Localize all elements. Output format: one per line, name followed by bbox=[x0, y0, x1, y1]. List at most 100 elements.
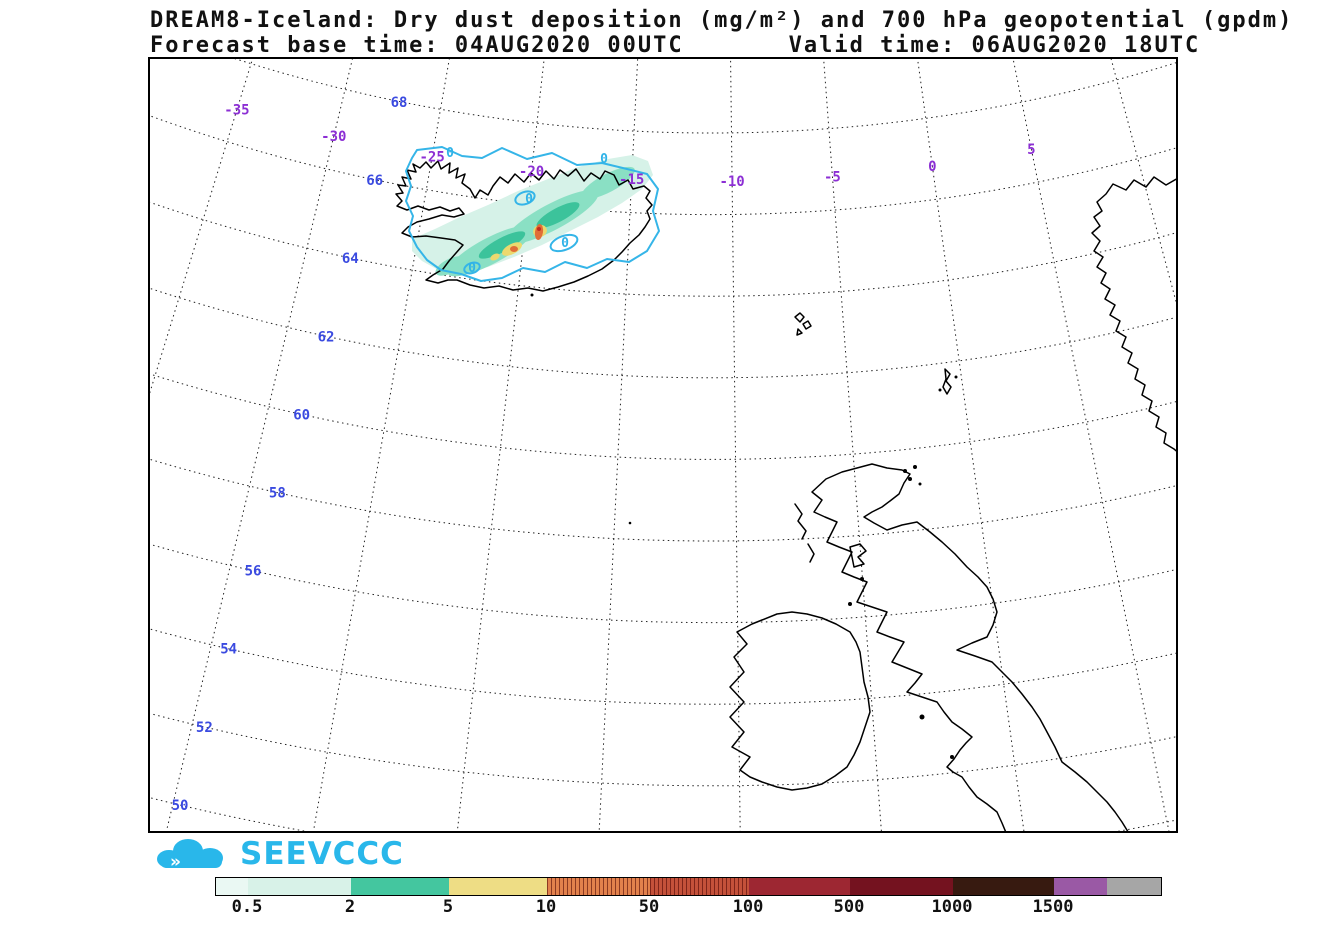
legend-tick-label: 10 bbox=[535, 897, 557, 917]
great-britain-coastline bbox=[811, 463, 1129, 831]
latitude-gridline bbox=[150, 543, 1176, 623]
legend-tick-label: 2 bbox=[344, 897, 356, 917]
shetland-islands bbox=[938, 368, 958, 395]
latitude-label: 64 bbox=[342, 251, 359, 267]
legend-color-segment bbox=[1054, 878, 1107, 895]
dust-contour-value-label: 0 bbox=[525, 192, 533, 207]
dust-area-10 bbox=[490, 253, 500, 261]
orkney-islands bbox=[903, 465, 922, 486]
legend-tick-label: 5 bbox=[442, 897, 454, 917]
legend-tick-label: 500 bbox=[833, 897, 865, 917]
deposition-legend-colorbar bbox=[215, 877, 1162, 896]
chart-subtitle: Forecast base time: 04AUG2020 00UTC Vali… bbox=[150, 33, 1200, 58]
legend-color-segment bbox=[547, 878, 650, 895]
latitude-label: 62 bbox=[318, 329, 335, 345]
legend-tick-label: 100 bbox=[732, 897, 764, 917]
dust-area-50 bbox=[534, 224, 544, 240]
legend-color-segment bbox=[1107, 878, 1161, 895]
dust-contour-inner bbox=[514, 190, 536, 206]
svg-text:»: » bbox=[170, 852, 181, 872]
longitude-label: -20 bbox=[519, 164, 544, 180]
legend-tick-label: 1500 bbox=[1032, 897, 1074, 917]
dust-contour-value-label: 0 bbox=[468, 261, 476, 276]
longitude-label: -10 bbox=[719, 174, 744, 190]
longitude-gridline bbox=[823, 59, 882, 831]
dust-area-100 bbox=[537, 227, 541, 231]
longitude-label: -15 bbox=[619, 172, 644, 188]
st-kilda-island bbox=[628, 521, 632, 525]
deposition-legend-ticks: 0.5 2 5 10 50 100 500 1000 1500 bbox=[215, 897, 1160, 919]
seevccc-logo: » SEEVCCC bbox=[150, 836, 404, 872]
dust-contour-inner bbox=[549, 233, 579, 253]
longitude-gridline bbox=[312, 59, 450, 831]
map-frame: 68 66 64 62 60 58 56 54 52 50 -35 -30 -25 -20 -15 -10 -5… bbox=[148, 57, 1178, 833]
legend-color-segment bbox=[216, 878, 248, 895]
latitude-label: 66 bbox=[366, 173, 383, 189]
latitude-gridline bbox=[150, 458, 1176, 541]
longitude-gridline bbox=[150, 59, 254, 394]
dust-area-50 bbox=[510, 246, 518, 252]
norway-coastline bbox=[1091, 176, 1176, 452]
longitude-label: 5 bbox=[1027, 142, 1035, 158]
anglesey-island bbox=[950, 755, 954, 759]
latitude-label: 54 bbox=[220, 642, 237, 658]
longitude-label: -5 bbox=[824, 170, 841, 186]
westman-islands bbox=[530, 293, 534, 297]
latitude-label: 50 bbox=[172, 798, 189, 814]
latitude-label: 60 bbox=[293, 407, 310, 423]
longitude-label: 0 bbox=[928, 159, 936, 175]
contour-labels: 0 0 0 0 0 bbox=[446, 146, 608, 276]
coastlines bbox=[395, 160, 1176, 831]
dust-area-5 bbox=[478, 231, 526, 259]
longitude-label: -30 bbox=[321, 129, 346, 145]
longitude-label: -25 bbox=[420, 150, 445, 166]
dust-contour-outline bbox=[405, 146, 660, 282]
seevccc-logo-text: SEEVCCC bbox=[240, 836, 404, 872]
longitude-gridline bbox=[165, 59, 353, 831]
dust-area-2 bbox=[581, 166, 635, 200]
dust-contour-layer bbox=[405, 146, 660, 282]
cloud-logo-icon: » bbox=[157, 839, 223, 872]
ireland-coastline bbox=[729, 611, 871, 791]
dust-area-5 bbox=[536, 202, 580, 228]
latitude-gridline bbox=[150, 796, 1176, 831]
latitude-gridline bbox=[150, 114, 1176, 215]
latitude-gridline bbox=[150, 628, 1176, 705]
legend-color-segment bbox=[953, 878, 1054, 895]
latitude-gridline bbox=[150, 372, 1176, 460]
latitude-label: 68 bbox=[391, 95, 408, 111]
latitude-gridline bbox=[235, 59, 1176, 134]
legend-color-segment bbox=[351, 878, 449, 895]
legend-tick-label: 1000 bbox=[931, 897, 973, 917]
legend-color-segment bbox=[449, 878, 547, 895]
longitude-label: -35 bbox=[224, 103, 249, 119]
hebrides-islands bbox=[794, 503, 867, 606]
dust-contour-value-label: 0 bbox=[446, 146, 454, 161]
graticule bbox=[150, 59, 1176, 831]
latitude-label: 52 bbox=[196, 720, 213, 736]
legend-tick-label: 0.5 bbox=[231, 897, 263, 917]
dust-contour-inner bbox=[463, 261, 481, 275]
dust-contour-value-label: 0 bbox=[600, 152, 608, 167]
latitude-label: 58 bbox=[269, 486, 286, 502]
legend-color-segment bbox=[749, 878, 850, 895]
isle-of-man bbox=[919, 714, 925, 720]
legend-tick-label: 50 bbox=[638, 897, 660, 917]
longitude-gridline bbox=[917, 59, 1025, 831]
legend-color-segment bbox=[650, 878, 749, 895]
iceland-coastline bbox=[395, 160, 653, 292]
latitude-label: 56 bbox=[245, 564, 262, 580]
longitude-gridline bbox=[730, 59, 741, 831]
latitude-gridline bbox=[150, 287, 1176, 378]
chart-title: DREAM8-Iceland: Dry dust deposition (mg/… bbox=[150, 8, 1294, 33]
valid-time: Valid time: 06AUG2020 18UTC bbox=[788, 33, 1201, 58]
legend-color-segment bbox=[248, 878, 351, 895]
faroe-islands bbox=[794, 312, 812, 336]
forecast-base-time: Forecast base time: 04AUG2020 00UTC bbox=[150, 33, 684, 58]
legend-color-segment bbox=[850, 878, 953, 895]
dust-contour-value-label: 0 bbox=[561, 236, 569, 251]
latitude-gridline bbox=[150, 201, 1176, 297]
